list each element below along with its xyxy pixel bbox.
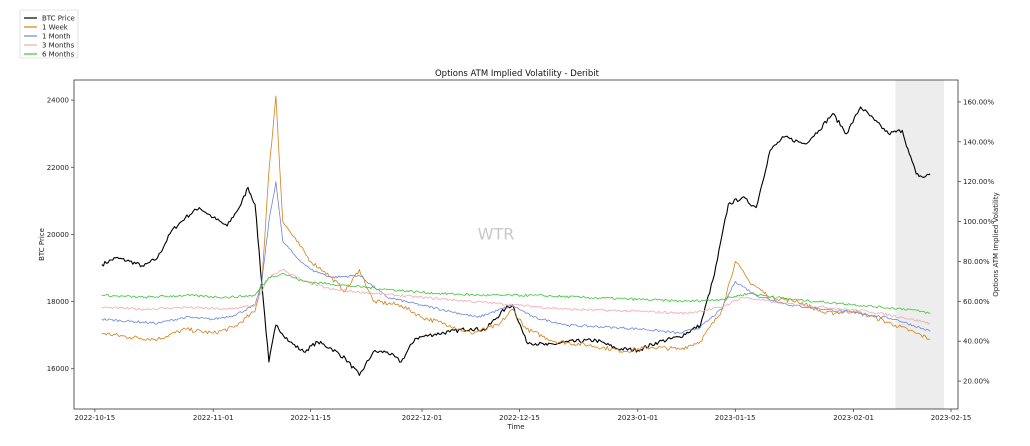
y-right-tick-label: 80.00% [963, 258, 990, 266]
x-tick-label: 2023-01-15 [715, 414, 756, 422]
y-left-tick-label: 16000 [47, 365, 69, 373]
x-tick-label: 2022-11-01 [193, 414, 234, 422]
legend-label: 1 Month [42, 33, 71, 41]
y-axis-left: 16000 18000 20000 22000 24000 [47, 97, 74, 373]
legend-box [19, 9, 79, 59]
y-left-tick-label: 20000 [47, 231, 69, 239]
x-tick-label: 2022-12-01 [402, 414, 443, 422]
x-tick-label: 2022-10-15 [75, 414, 116, 422]
legend-label: 6 Months [42, 51, 75, 59]
y-left-tick-label: 22000 [47, 164, 69, 172]
x-tick-label: 2023-01-01 [617, 414, 658, 422]
y-right-tick-label: 140.00% [963, 138, 994, 146]
y-right-tick-label: 120.00% [963, 178, 994, 186]
y-axis-right-label: Options ATM Implied Volatility [992, 192, 1000, 296]
y-left-tick-label: 24000 [47, 97, 69, 105]
series-line-3-months [101, 268, 931, 325]
legend-label: 1 Week [42, 24, 69, 32]
chart-title: Options ATM Implied Volatility - Deribit [435, 69, 600, 79]
watermark: WTR [478, 225, 515, 244]
legend-label: BTC Price [42, 15, 75, 23]
series-group [101, 95, 931, 376]
x-tick-label: 2022-11-15 [290, 414, 331, 422]
y-right-tick-label: 160.00% [963, 98, 994, 106]
y-axis-right: 20.00% 40.00% 60.00% 80.00% 100.00% 120.00% 14… [958, 98, 994, 386]
x-axis-label: Time [506, 423, 524, 431]
y-left-tick-label: 18000 [47, 298, 69, 306]
series-line-btc-price [101, 106, 931, 376]
y-right-tick-label: 60.00% [963, 298, 990, 306]
x-tick-label: 2022-12-15 [499, 414, 540, 422]
y-right-tick-label: 20.00% [963, 378, 990, 386]
series-line-1-week [101, 95, 931, 353]
x-axis: 2022-10-15 2022-11-01 2022-11-15 2022-12-01… [75, 409, 972, 422]
x-tick-label: 2023-02-15 [931, 414, 972, 422]
y-right-tick-label: 100.00% [963, 218, 994, 226]
y-right-tick-label: 40.00% [963, 338, 990, 346]
plot-frame [73, 79, 959, 410]
x-tick-label: 2023-02-01 [833, 414, 874, 422]
series-line-1-month [101, 181, 931, 335]
legend-label: 3 Months [42, 42, 75, 50]
y-axis-left-label: BTC Price [38, 228, 46, 261]
series-line-6-months [101, 272, 931, 314]
shaded-region [895, 80, 945, 409]
